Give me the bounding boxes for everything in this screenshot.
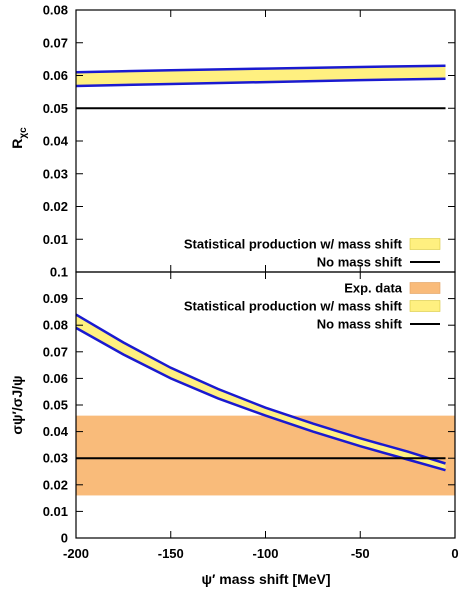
- top-y-axis-title-sub: χc: [18, 127, 29, 139]
- ticks-layer: [75, 9, 456, 539]
- top-theory-band-upper-edge: [75, 64, 446, 74]
- top-legend-swatch-band: [409, 238, 441, 250]
- top-y-tick-label: 0.02: [43, 199, 68, 214]
- bottom-y-tick-label: 0.08: [43, 318, 68, 333]
- bottom-legend-swatch-box: [409, 282, 441, 294]
- bottom-y-tick-label: 0.1: [50, 265, 68, 280]
- bottom-y-axis-title: σψ′/σJ/ψ: [9, 375, 25, 434]
- bottom-legend-label: Statistical production w/ mass shift: [184, 299, 403, 314]
- bottom-y-tick-label: 0.07: [43, 344, 68, 359]
- top-legend-label: No mass shift: [317, 255, 403, 270]
- x-tick-label: 0: [451, 546, 458, 561]
- bottom-y-tick-label: 0: [61, 531, 68, 546]
- text-layer: Rχc σψ′/σJ/ψ ψ′ mass shift [MeV] 0.01 0.0…: [9, 3, 459, 588]
- lines-layer: [75, 64, 446, 472]
- x-tick-label: -50: [351, 546, 370, 561]
- top-y-tick-label: 0.01: [43, 232, 68, 247]
- x-tick-label: -100: [252, 546, 278, 561]
- bottom-theory-band-fill: [76, 314, 446, 471]
- top-theory-band-lower-edge: [75, 77, 446, 88]
- top-plot-frame: [75, 9, 456, 273]
- top-y-tick-label: 0.05: [43, 101, 68, 116]
- bottom-y-tick-label: 0.05: [43, 398, 68, 413]
- top-y-axis-title-main: R: [9, 139, 25, 149]
- top-y-tick-label: 0.08: [43, 3, 68, 18]
- bottom-legend-label: No mass shift: [317, 317, 403, 332]
- bottom-y-tick-label: 0.04: [43, 424, 69, 439]
- bottom-theory-band-lower-edge: [75, 326, 446, 472]
- bottom-theory-band-upper-edge: [75, 313, 446, 465]
- x-axis-title: ψ′ mass shift [MeV]: [201, 571, 330, 587]
- top-y-tick-label: 0.04: [43, 134, 69, 149]
- bottom-legend-label: Exp. data: [344, 281, 403, 296]
- bottom-y-tick-label: 0.02: [43, 477, 68, 492]
- top-legend-label: Statistical production w/ mass shift: [184, 237, 403, 252]
- top-y-tick-label: 0.07: [43, 35, 68, 50]
- legend-layer: Statistical production w/ mass shift No m…: [184, 237, 441, 332]
- top-y-axis-title: Rχc: [9, 127, 29, 149]
- bottom-legend-swatch-band: [409, 300, 441, 312]
- top-y-tick-label: 0.03: [43, 166, 68, 181]
- bottom-y-tick-label: 0.06: [43, 371, 68, 386]
- x-tick-label: -200: [63, 546, 89, 561]
- bottom-y-tick-label: 0.03: [43, 451, 68, 466]
- bottom-y-tick-label: 0.09: [43, 291, 68, 306]
- bottom-y-tick-label: 0.01: [43, 504, 68, 519]
- top-y-tick-label: 0.06: [43, 68, 68, 83]
- x-tick-label: -150: [158, 546, 184, 561]
